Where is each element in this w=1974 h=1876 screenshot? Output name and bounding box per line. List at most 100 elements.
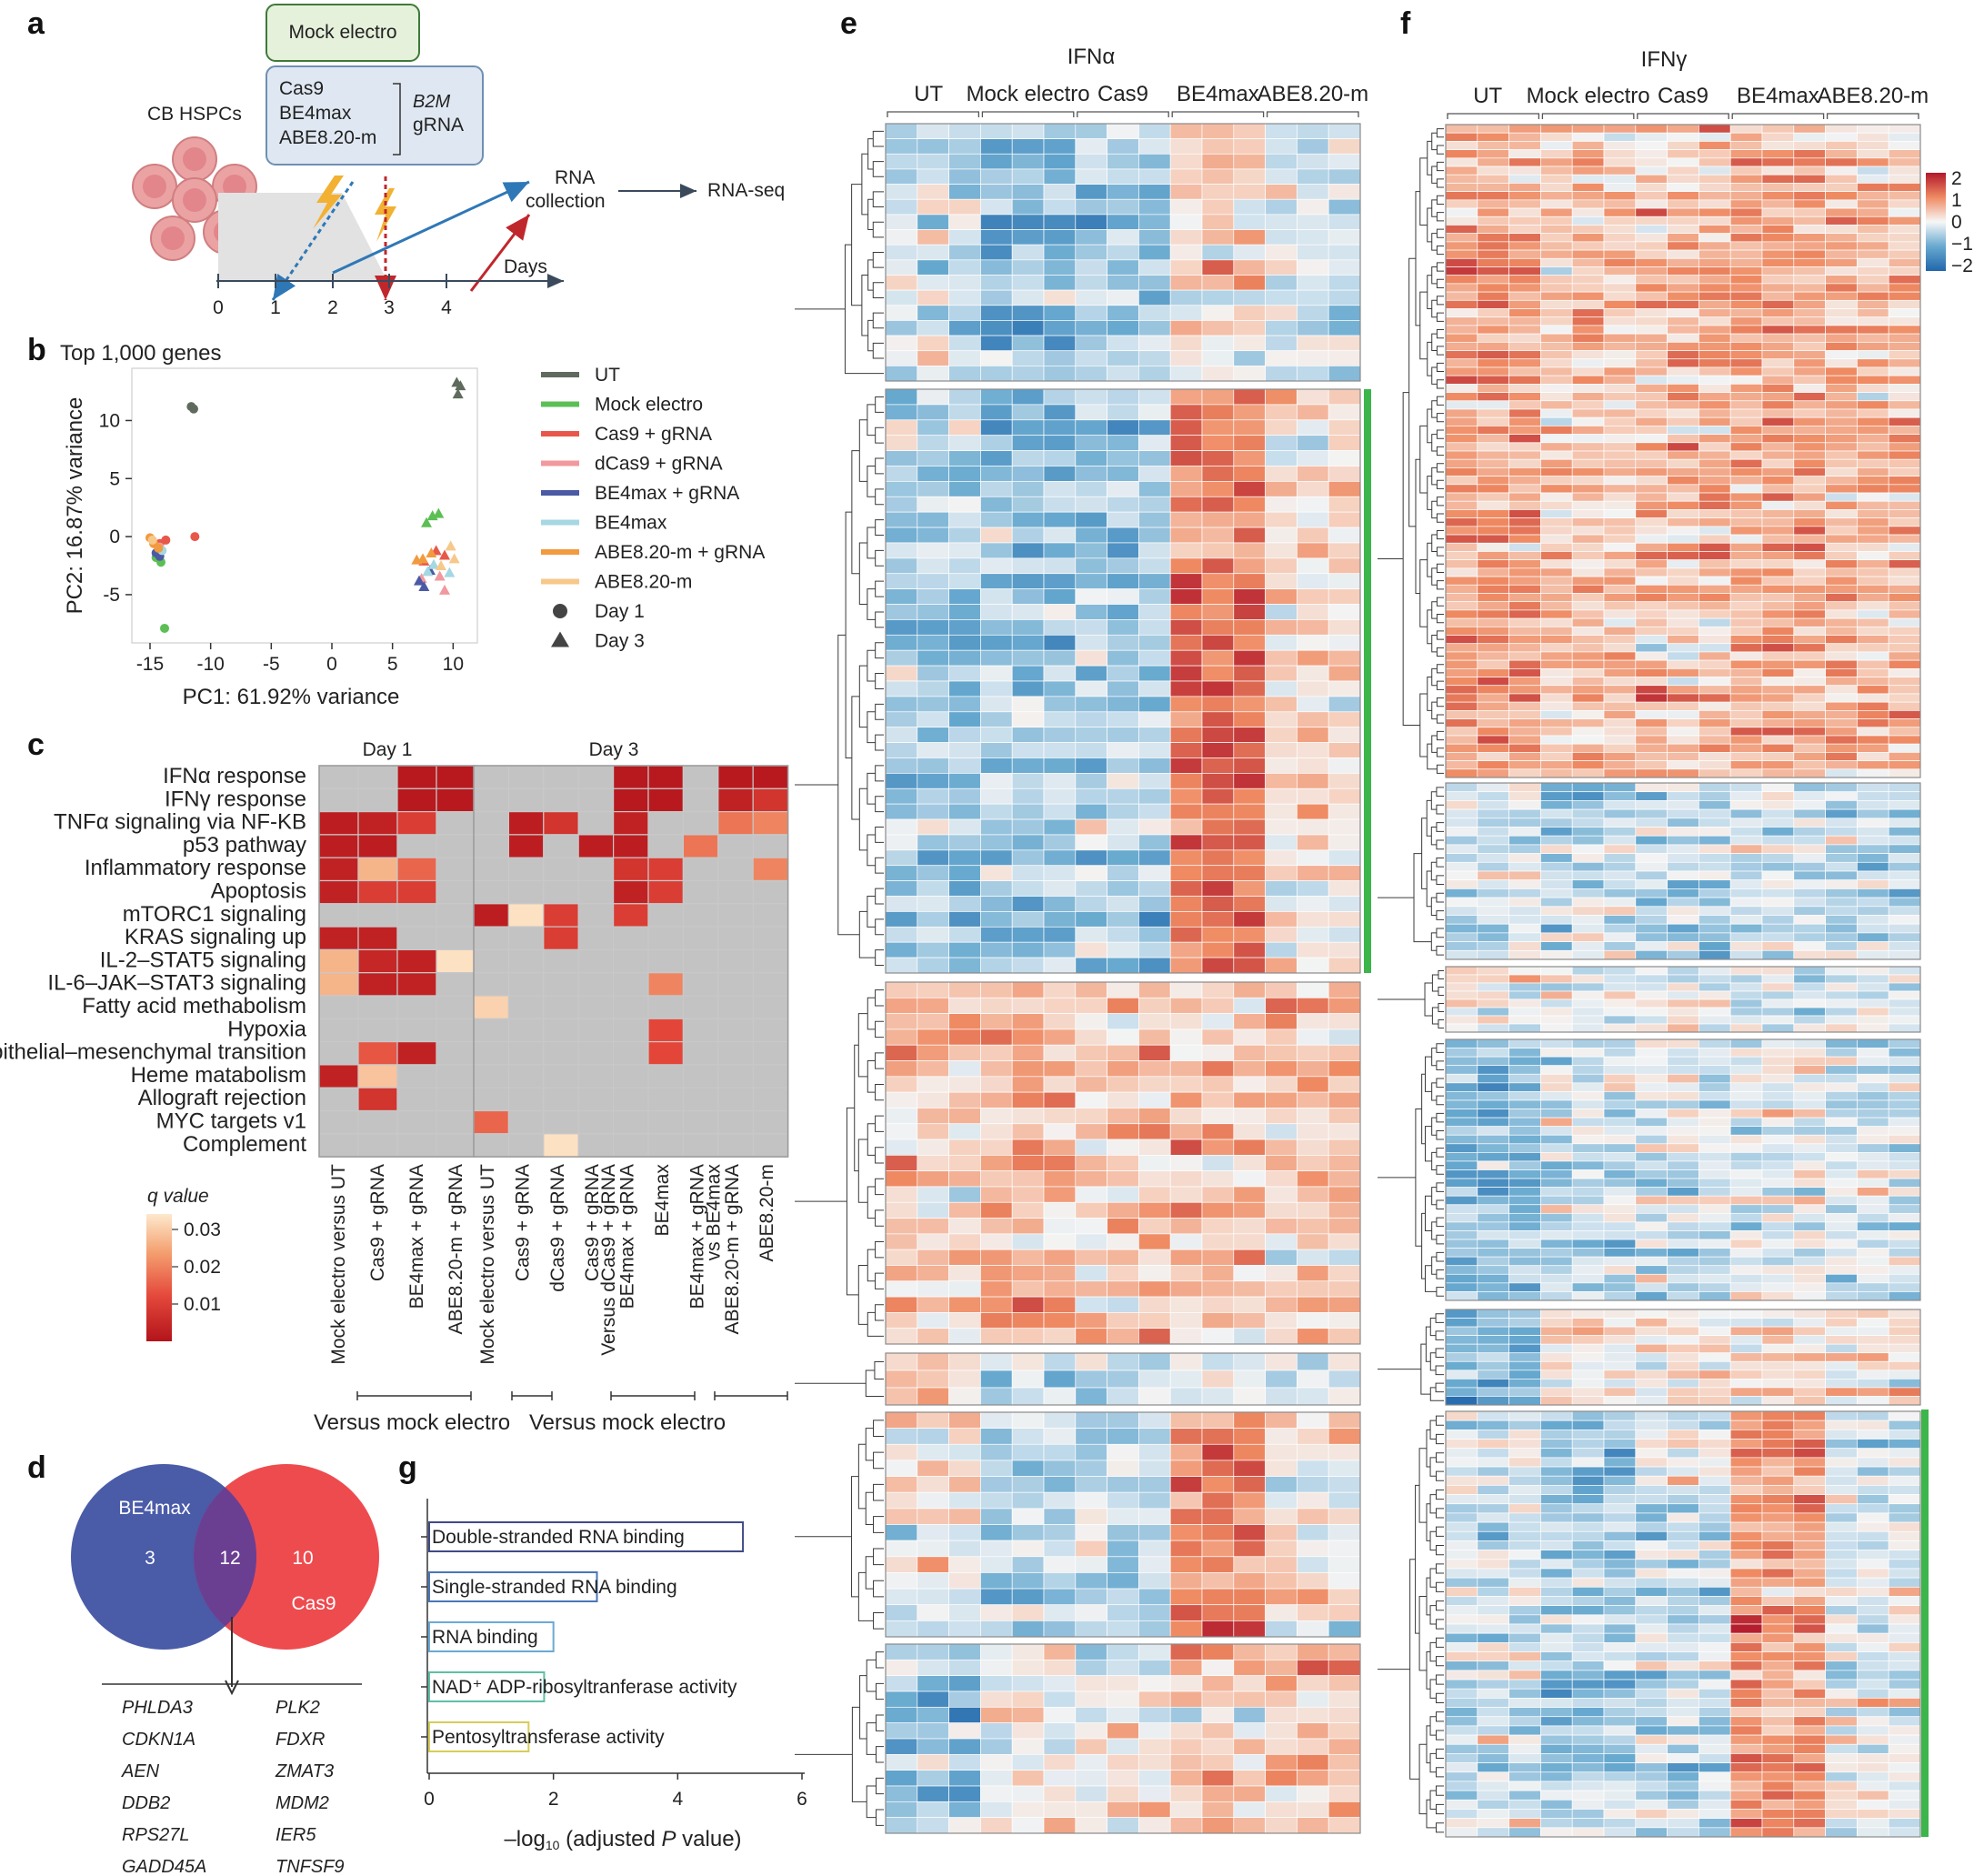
heatmap-cell [1667, 1335, 1699, 1345]
heatmap-cell [1540, 844, 1573, 854]
heatmap-cell [1667, 559, 1699, 569]
heatmap-cell [1169, 466, 1203, 482]
heatmap-cell [1698, 1126, 1731, 1136]
heatmap-cell [1169, 1643, 1203, 1660]
heatmap-cell [1603, 1485, 1637, 1495]
dendrogram-branch [867, 1311, 884, 1337]
heatmap-cell [1508, 266, 1541, 276]
heatmap-cell [1857, 718, 1889, 728]
heatmap-cell [1857, 982, 1889, 992]
heatmap-cell [980, 1387, 1013, 1406]
heatmap-cell [1761, 626, 1795, 636]
heatmap-cell [1888, 476, 1921, 486]
heatmap-cell [1888, 1291, 1921, 1301]
heatmap-cell [436, 1087, 476, 1112]
heatmap-cell [1603, 1091, 1637, 1101]
heatmap-cell [1571, 752, 1605, 761]
heatmap-cell [1603, 1688, 1637, 1699]
electroporation-bolt-2 [375, 188, 396, 242]
heatmap-cell [1793, 1082, 1826, 1092]
heatmap-cell [1201, 1620, 1235, 1638]
heatmap-cell [1571, 299, 1605, 309]
heatmap-cell [1011, 366, 1045, 382]
heatmap-cell [473, 1133, 510, 1158]
go-bar-label: NAD⁺ ADP-ribosyltranferase activity [432, 1677, 737, 1698]
venn-gene: MDM2 [276, 1793, 329, 1813]
heatmap-cell [1761, 458, 1795, 468]
heatmap-cell [885, 1013, 918, 1030]
heatmap-cell [1328, 1108, 1361, 1125]
heatmap-cell [1540, 1073, 1573, 1084]
heatmap-cell [1698, 1379, 1731, 1389]
heatmap-cell [1297, 168, 1329, 185]
heatmap-cell [1011, 481, 1045, 497]
heatmap-cell [1571, 350, 1605, 360]
heatmap-cell [1729, 358, 1763, 368]
heatmap-cell [1729, 249, 1763, 259]
heatmap-cell [1761, 791, 1795, 801]
heatmap-cell [1233, 123, 1266, 139]
heatmap-cell [980, 335, 1013, 352]
heatmap-cell [980, 1312, 1013, 1329]
heatmap-cell [1857, 316, 1889, 326]
heatmap-cell [1508, 233, 1541, 243]
heatmap-cell [1107, 1387, 1139, 1406]
heatmap-cell [1233, 727, 1266, 743]
heatmap-cell [1445, 718, 1478, 728]
heatmap-cell [948, 1770, 981, 1787]
heatmap-cell [1793, 1169, 1826, 1179]
heatmap-cell [1445, 434, 1478, 444]
heatmap-cell [647, 1064, 685, 1088]
venn-gene: IER5 [276, 1825, 316, 1845]
heatmap-cell [1477, 350, 1509, 360]
heatmap-cell [1825, 584, 1858, 594]
cells-label: CB HSPCs [147, 104, 242, 125]
heatmap-group-label: BE4max [1737, 84, 1819, 108]
heatmap-cell [1297, 573, 1329, 589]
heatmap-cell [1667, 458, 1699, 468]
heatmap-cell [980, 419, 1013, 436]
heatmap-cell [980, 711, 1013, 728]
heatmap-cell [917, 1491, 949, 1510]
heatmap-cell [1857, 1503, 1889, 1514]
heatmap-cell [917, 1643, 949, 1660]
heatmap-cell [1888, 861, 1921, 872]
heatmap-cell [1075, 896, 1107, 912]
heatmap-cell [1698, 861, 1731, 872]
heatmap-cell [1635, 844, 1668, 854]
heatmap-cell [1729, 844, 1763, 854]
dendrogram-branch [872, 342, 884, 359]
heatmap-cell [1571, 1178, 1605, 1188]
heatmap-cell [1297, 1620, 1329, 1638]
heatmap-cell [1603, 434, 1637, 444]
heatmap-cell [1667, 760, 1699, 770]
heatmap-cell [1698, 416, 1731, 426]
heatmap-cell [1508, 685, 1541, 695]
heatmap-cell [1138, 1170, 1171, 1188]
heatmap-cell [1857, 990, 1889, 1000]
heatmap-cell [357, 972, 398, 997]
heatmap-cell [1169, 981, 1203, 998]
heatmap-cell [1138, 1675, 1171, 1692]
heatmap-cell [1729, 1614, 1763, 1625]
heatmap-cell [1328, 1690, 1361, 1708]
heatmap-cell [1265, 1369, 1298, 1389]
heatmap-cell [1793, 1369, 1826, 1379]
heatmap-cell [1888, 966, 1921, 976]
heatmap-cell [1233, 1801, 1266, 1819]
heatmap-cell [1508, 643, 1541, 653]
heatmap-cell [1233, 1076, 1266, 1093]
heatmap-cell [1888, 358, 1921, 368]
pca-legend-label: BE4max [595, 513, 667, 534]
heatmap-cell [1888, 635, 1921, 645]
heatmap-cell [1233, 1572, 1266, 1590]
heatmap-cell [1445, 1688, 1478, 1699]
heatmap-cell [1540, 1716, 1573, 1727]
heatmap-cell [1540, 635, 1573, 645]
heatmap-cell [1761, 923, 1795, 934]
heatmap-cell [1508, 1688, 1541, 1699]
heatmap-cell [1635, 1256, 1668, 1267]
heatmap-cell [1793, 1230, 1826, 1240]
heatmap-cell [1888, 467, 1921, 477]
heatmap-cell [1857, 174, 1889, 184]
